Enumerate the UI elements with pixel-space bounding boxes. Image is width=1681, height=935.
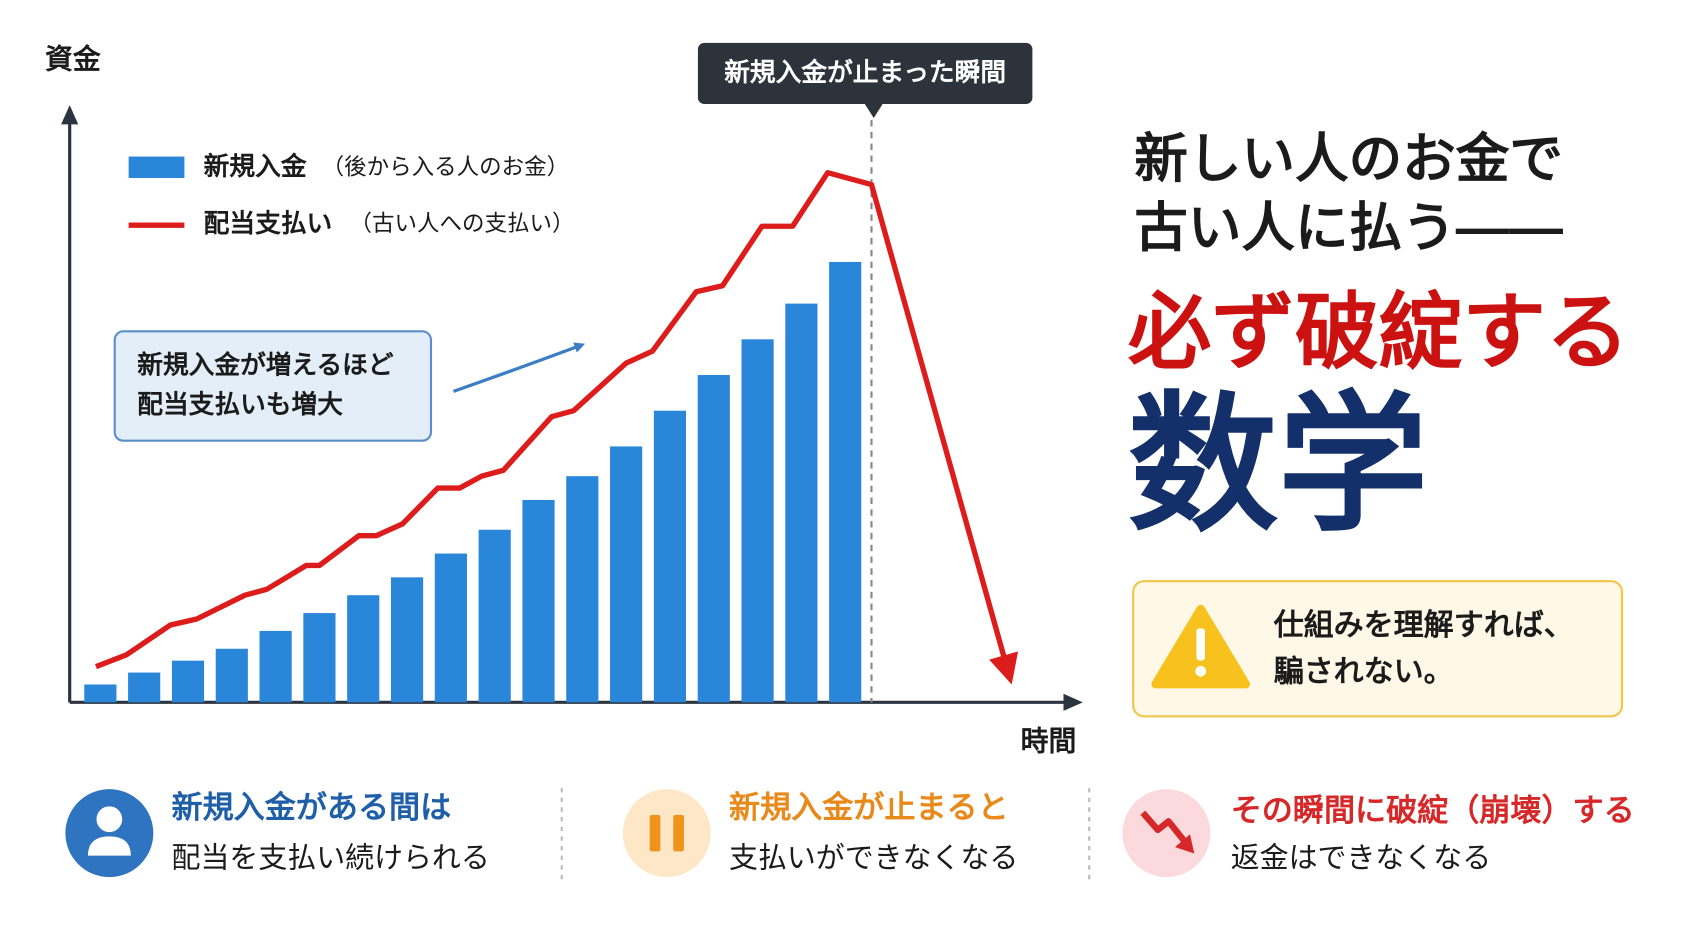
bar: [829, 261, 862, 703]
bar: [697, 375, 730, 703]
point-icon-arrowhead: [1174, 834, 1195, 854]
point-title: 新規入金が止まると: [729, 790, 1009, 825]
headline: 古い人に払う——: [1134, 198, 1563, 258]
warning-text: 騙されない。: [1274, 655, 1454, 688]
bar: [171, 660, 205, 703]
warning-icon-mark: [1196, 628, 1206, 661]
legend-label: 配当支払い: [204, 209, 333, 238]
point-icon: [622, 789, 711, 878]
annotation-pointer: [864, 102, 884, 118]
bar: [303, 613, 336, 703]
bar: [84, 684, 117, 703]
point-icon-bar: [649, 814, 661, 852]
bar: [653, 410, 687, 703]
warning-icon-dot: [1195, 665, 1207, 677]
bar: [215, 648, 248, 703]
callout-text: 新規入金が増えるほど: [137, 350, 394, 380]
point-text: 支払いができなくなる: [729, 843, 1018, 875]
bar: [478, 529, 511, 703]
warning-box: [1132, 580, 1624, 718]
annotation-box: [697, 42, 1033, 105]
bar: [522, 499, 555, 703]
legend-label: 新規入金: [204, 151, 307, 181]
point-icon-arrow: [1140, 810, 1189, 845]
bar: [259, 630, 292, 703]
plot: [84, 120, 1019, 703]
annotation-text: 新規入金が止まった瞬間: [724, 57, 1006, 87]
x-axis-label: 時間: [1021, 725, 1077, 756]
legend-swatch: [128, 156, 185, 178]
point-text: 配当を支払い続けられる: [172, 843, 490, 875]
y-axis-arrow: [61, 105, 79, 125]
point-icon: [65, 789, 154, 878]
point-title: その瞬間に破綻（崩壊）する: [1231, 793, 1635, 828]
point-icon-bar: [673, 814, 684, 852]
warning-text: 仕組みを理解すれば、: [1273, 608, 1574, 642]
line: [95, 170, 1010, 670]
headline: 新しい人のお金で: [1134, 129, 1563, 189]
bar: [347, 595, 380, 703]
callout-text: 配当支払いも増大: [137, 390, 343, 419]
point-text: 返金はできなくなる: [1231, 843, 1491, 875]
point-icon-head: [96, 806, 123, 833]
callout-arrow: [452, 342, 586, 393]
line-arrowhead: [989, 651, 1019, 685]
point-title: 新規入金がある間は: [172, 790, 452, 825]
legend-note: （古い人への支払い）: [349, 211, 574, 236]
bar: [741, 339, 774, 703]
bar: [434, 553, 467, 703]
bar: [610, 446, 643, 703]
bar: [128, 672, 161, 703]
x-axis-arrow: [1063, 693, 1083, 711]
bar: [566, 476, 599, 703]
headline-red: 必ず破綻する: [1128, 285, 1630, 379]
y-axis-label: 資金: [45, 42, 101, 74]
point-icon-body: [87, 836, 131, 856]
bar: [390, 577, 424, 703]
bar: [785, 303, 818, 703]
point-icon: [1122, 789, 1211, 878]
headline-navy: 数学: [1128, 381, 1428, 549]
legend-note: （後から入る人のお金）: [322, 154, 569, 179]
callout-box: [113, 330, 433, 442]
